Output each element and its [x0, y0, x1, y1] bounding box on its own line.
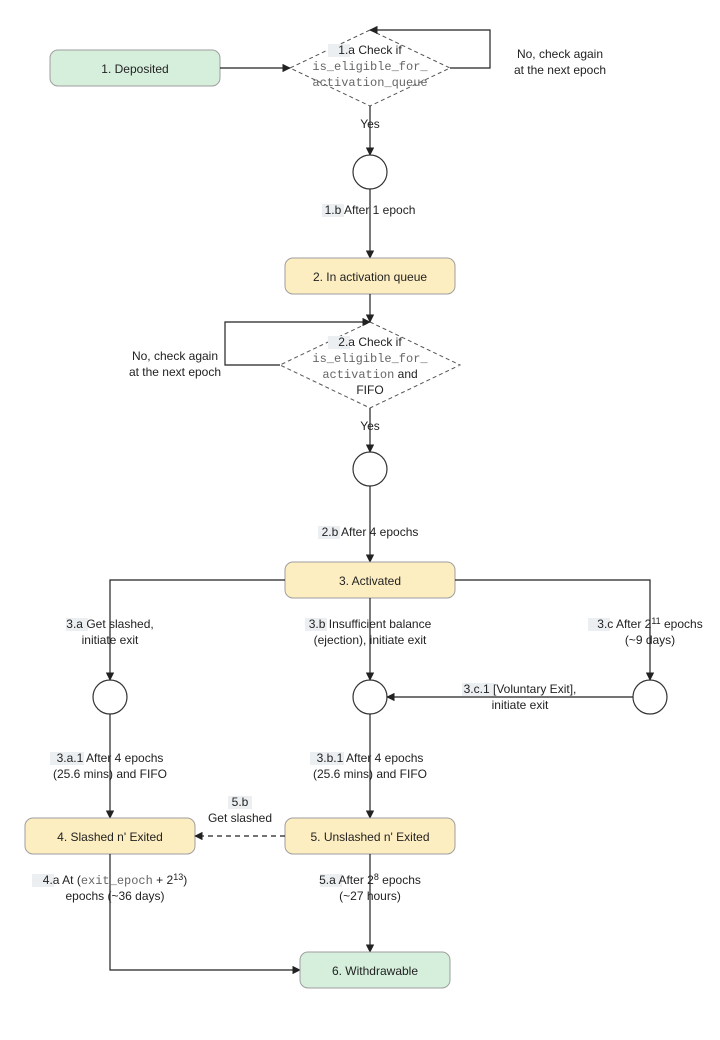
- svg-text:2.a Check if: 2.a Check if: [338, 335, 402, 349]
- label-yes2: Yes: [360, 419, 380, 433]
- l3c-pre: After 2: [616, 617, 652, 631]
- node-deposited-label: 1. Deposited: [101, 62, 168, 76]
- l3c-post: epochs: [661, 617, 703, 631]
- d1a-mono2: activation_queue: [312, 76, 427, 90]
- l5a-badge: 5.a: [319, 873, 336, 887]
- d2a-mono2: activation: [322, 368, 394, 382]
- l1b-badge: 1.b: [325, 203, 342, 217]
- l3a1-l2: (25.6 mins) and FIFO: [53, 767, 167, 781]
- d1a-badge: 1.a: [338, 43, 355, 57]
- l3b-l1: Insufficient balance: [329, 617, 432, 631]
- l3b1-l1: After 4 epochs: [346, 751, 423, 765]
- label-no2-l2: at the next epoch: [129, 365, 221, 379]
- l5b-text: Get slashed: [208, 811, 272, 825]
- d2a-badge: 2.a: [338, 335, 355, 349]
- l3c-l2: (~9 days): [625, 633, 675, 647]
- svg-text:5.a After 28 epochs: 5.a After 28 epochs: [319, 872, 421, 887]
- l5b-badge: 5.b: [232, 795, 249, 809]
- l4a-post: ): [183, 873, 187, 887]
- node-unslashed-exited-label: 5. Unslashed n' Exited: [310, 830, 429, 844]
- l3a-l1: Get slashed,: [86, 617, 153, 631]
- svg-text:3.a.1 After 4 epochs: 3.a.1 After 4 epochs: [57, 751, 164, 765]
- l4a-sup: 13: [173, 872, 183, 882]
- node-slashed-exited-label: 4. Slashed n' Exited: [57, 830, 163, 844]
- label-yes1: Yes: [360, 117, 380, 131]
- d2a-mono1: is_eligible_for_: [312, 352, 428, 366]
- svg-text:2.b After 4 epochs: 2.b After 4 epochs: [322, 525, 419, 539]
- decision-2a: 2.a Check if is_eligible_for_ activation…: [280, 322, 460, 408]
- l1b-text: After 1 epoch: [344, 203, 415, 217]
- svg-text:3.b.1 After 4 epochs: 3.b.1 After 4 epochs: [317, 751, 424, 765]
- l2b-badge: 2.b: [322, 525, 339, 539]
- l3c1-badge: 3.c.1: [464, 682, 490, 696]
- l3c-sup: 11: [651, 616, 660, 626]
- l4a-pre: At (: [62, 873, 81, 887]
- label-no1-l2: at the next epoch: [514, 63, 606, 77]
- l4a-badge: 4.a: [43, 873, 60, 887]
- svg-text:activation and: activation and: [322, 367, 417, 382]
- svg-text:1.b After 1 epoch: 1.b After 1 epoch: [325, 203, 416, 217]
- edge-4a: [110, 854, 300, 970]
- svg-text:3.c.1 [Voluntary Exit],: 3.c.1 [Voluntary Exit],: [464, 682, 577, 696]
- wait-3c: [633, 680, 667, 714]
- svg-text:3.c After 211 epochs: 3.c After 211 epochs: [597, 616, 702, 631]
- label-no2-l1: No, check again: [132, 349, 218, 363]
- l3c-badge: 3.c: [597, 617, 613, 631]
- svg-text:3.a Get slashed,: 3.a Get slashed,: [66, 617, 153, 631]
- node-withdrawable-label: 6. Withdrawable: [332, 964, 418, 978]
- l5a-pre: After 2: [338, 873, 374, 887]
- svg-text:3.b Insufficient balance: 3.b Insufficient balance: [309, 617, 432, 631]
- l4a-mid: + 2: [153, 873, 174, 887]
- wait-3b: [353, 680, 387, 714]
- d2a-l3: FIFO: [356, 383, 383, 397]
- l3b-l2: (ejection), initiate exit: [314, 633, 427, 647]
- d2a-l1: Check if: [358, 335, 402, 349]
- flowchart: 1. Deposited 1.a Check if is_eligible_fo…: [0, 0, 720, 1040]
- node-activated-label: 3. Activated: [339, 574, 401, 588]
- l3a1-l1: After 4 epochs: [86, 751, 163, 765]
- l5a-post: epochs: [379, 873, 421, 887]
- l3a-l2: initiate exit: [82, 633, 139, 647]
- wait-1b: [353, 155, 387, 189]
- wait-3a: [93, 680, 127, 714]
- l4a-l2: epochs (~36 days): [65, 889, 164, 903]
- l3b-badge: 3.b: [309, 617, 326, 631]
- l2b-text: After 4 epochs: [341, 525, 418, 539]
- d2a-tail: and: [394, 367, 417, 381]
- d1a-l1: Check if: [358, 43, 402, 57]
- l3b1-badge: 3.b.1: [317, 751, 344, 765]
- svg-text:1.a Check if: 1.a Check if: [338, 43, 402, 57]
- l3c1-l1: [Voluntary Exit],: [493, 682, 576, 696]
- label-no1-l1: No, check again: [517, 47, 603, 61]
- svg-text:4.a At (exit_epoch + 213): 4.a At (exit_epoch + 213): [43, 872, 187, 888]
- l3a-badge: 3.a: [66, 617, 83, 631]
- wait-2b: [353, 452, 387, 486]
- node-in-queue-label: 2. In activation queue: [313, 270, 427, 284]
- l3a1-badge: 3.a.1: [57, 751, 84, 765]
- l3b1-l2: (25.6 mins) and FIFO: [313, 767, 427, 781]
- l4a-mono: exit_epoch: [81, 874, 153, 888]
- d1a-mono1: is_eligible_for_: [312, 60, 428, 74]
- l5a-l2: (~27 hours): [339, 889, 401, 903]
- l3c1-l2: initiate exit: [492, 698, 549, 712]
